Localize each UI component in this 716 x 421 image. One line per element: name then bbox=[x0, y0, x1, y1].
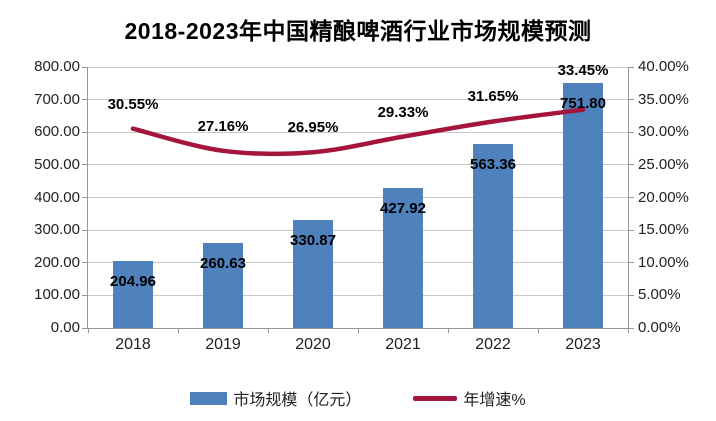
legend-item-growth-rate: 年增速% bbox=[413, 386, 526, 410]
right-axis-tick bbox=[628, 262, 634, 264]
bar-2018 bbox=[113, 261, 153, 328]
left-axis-tick bbox=[82, 164, 88, 166]
left-axis-tick-label: 0.00 bbox=[50, 319, 80, 336]
bar-value-label-2019: 260.63 bbox=[200, 254, 246, 272]
bar-value-label-2020: 330.87 bbox=[290, 232, 336, 250]
left-axis-tick-label: 100.00 bbox=[34, 286, 80, 304]
right-axis-tick bbox=[628, 197, 634, 198]
bar-value-label-2018: 204.96 bbox=[110, 273, 156, 291]
x-axis-tick bbox=[87, 328, 89, 333]
gridline bbox=[88, 99, 628, 101]
right-axis-tick-label: 10.00% bbox=[638, 253, 689, 271]
gridline bbox=[88, 294, 628, 296]
x-axis-tick-label: 2021 bbox=[385, 336, 421, 353]
bar-2022 bbox=[473, 144, 513, 328]
x-axis-tick bbox=[177, 328, 179, 333]
right-axis-tick-label: 25.00% bbox=[638, 155, 689, 173]
x-axis-tick bbox=[267, 328, 269, 333]
growth-value-label-2018: 30.55% bbox=[107, 95, 159, 113]
left-axis-tick-label: 700.00 bbox=[34, 90, 80, 108]
growth-value-label-2023: 33.45% bbox=[557, 61, 609, 79]
right-axis-tick bbox=[628, 66, 634, 68]
right-axis-tick-label: 0.00% bbox=[638, 319, 681, 336]
gridline bbox=[88, 164, 628, 166]
left-axis-tick bbox=[82, 262, 88, 264]
right-axis-tick-label: 30.00% bbox=[638, 123, 689, 141]
left-axis-line bbox=[87, 67, 88, 329]
left-axis-tick-label: 600.00 bbox=[34, 123, 80, 141]
right-axis-tick-label: 20.00% bbox=[638, 188, 689, 206]
right-axis-tick-label: 5.00% bbox=[638, 286, 681, 304]
growth-value-label-2022: 31.65% bbox=[467, 88, 519, 106]
left-axis-tick-label: 800.00 bbox=[34, 58, 80, 75]
left-axis-tick-label: 300.00 bbox=[34, 221, 80, 239]
right-axis-tick bbox=[628, 327, 634, 329]
x-axis-tick bbox=[357, 328, 359, 333]
x-axis-tick bbox=[447, 328, 449, 333]
growth-value-label-2019: 27.16% bbox=[197, 117, 249, 135]
right-axis-tick-label: 15.00% bbox=[638, 221, 689, 239]
left-axis-tick-label: 500.00 bbox=[34, 155, 80, 173]
x-axis-tick bbox=[537, 328, 539, 333]
bar-2020 bbox=[293, 220, 333, 328]
right-axis-tick bbox=[628, 131, 634, 133]
chart-title: 2018-2023年中国精酿啤酒行业市场规模预测 bbox=[124, 18, 592, 44]
right-axis-line bbox=[628, 67, 629, 329]
legend: 市场规模（亿元） 年增速% bbox=[0, 386, 716, 410]
line-series-swatch bbox=[413, 395, 458, 401]
left-axis-tick bbox=[82, 327, 88, 329]
x-axis-tick-label: 2022 bbox=[475, 336, 511, 353]
gridline bbox=[88, 66, 628, 68]
bar-value-label-2021: 427.92 bbox=[380, 200, 426, 218]
right-axis-tick-label: 40.00% bbox=[638, 58, 689, 75]
legend-label-growth-rate: 年增速% bbox=[463, 392, 526, 409]
left-axis-tick bbox=[82, 99, 88, 101]
left-axis-tick bbox=[82, 197, 88, 198]
legend-item-market-size: 市场规模（亿元） bbox=[190, 386, 361, 410]
right-axis-tick bbox=[628, 99, 634, 101]
bar-2021 bbox=[383, 188, 423, 328]
left-axis-tick-label: 200.00 bbox=[34, 253, 80, 271]
x-axis-tick bbox=[627, 328, 629, 333]
x-axis-tick-label: 2020 bbox=[295, 336, 331, 353]
x-axis-tick-label: 2019 bbox=[205, 336, 241, 353]
bar-value-label-2022: 563.36 bbox=[470, 156, 516, 174]
right-axis-tick bbox=[628, 164, 634, 166]
x-axis-tick-label: 2018 bbox=[115, 336, 151, 353]
right-axis-tick bbox=[628, 294, 634, 296]
gridline bbox=[88, 229, 628, 231]
gridline bbox=[88, 197, 628, 198]
bar-2023 bbox=[563, 82, 603, 328]
bar-2019 bbox=[203, 242, 243, 328]
gridline bbox=[88, 262, 628, 264]
left-axis-tick bbox=[82, 131, 88, 133]
x-axis-tick-label: 2023 bbox=[565, 336, 601, 353]
right-axis-tick-label: 35.00% bbox=[638, 90, 689, 108]
bar-value-label-2023: 751.80 bbox=[560, 94, 606, 112]
left-axis-tick bbox=[82, 294, 88, 296]
left-axis-tick bbox=[82, 66, 88, 68]
right-axis-tick bbox=[628, 229, 634, 231]
legend-label-market-size: 市场规模（亿元） bbox=[233, 392, 362, 409]
left-axis-tick bbox=[82, 229, 88, 231]
bar-series-swatch bbox=[190, 391, 228, 405]
left-axis-tick-label: 400.00 bbox=[34, 188, 80, 206]
growth-value-label-2021: 29.33% bbox=[377, 103, 429, 121]
growth-value-label-2020: 26.95% bbox=[287, 119, 339, 137]
